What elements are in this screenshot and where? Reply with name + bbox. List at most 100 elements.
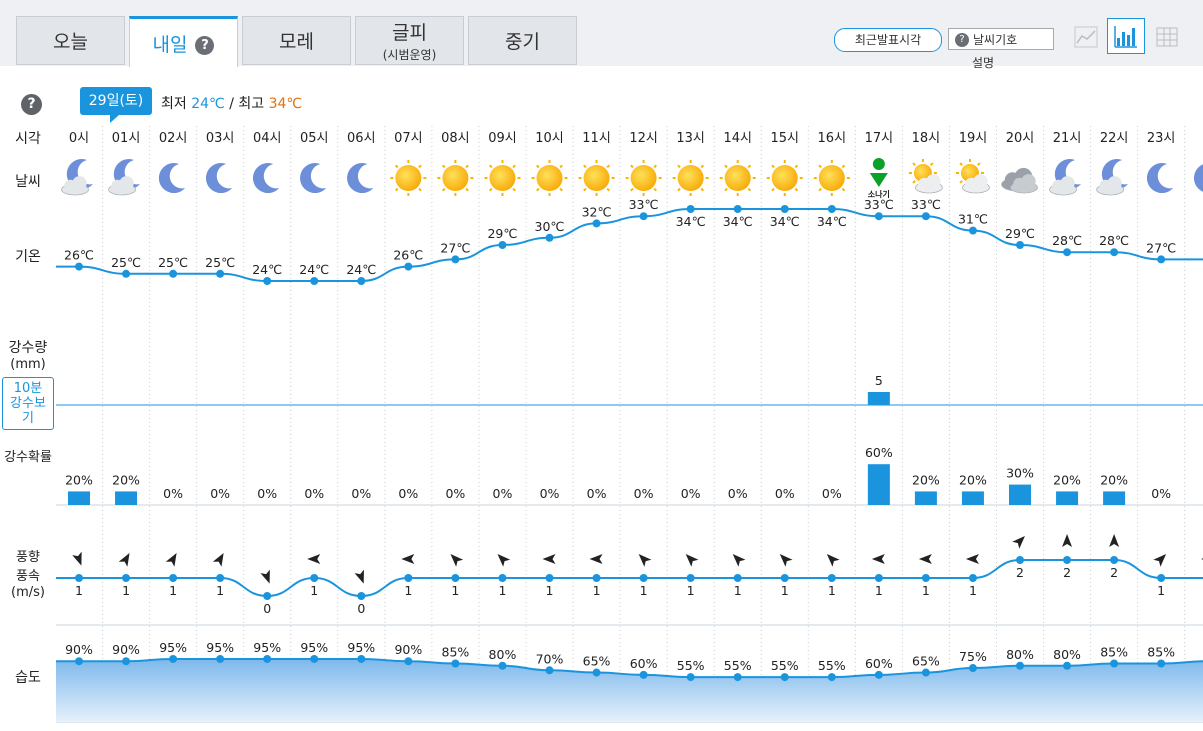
sun-disc [442, 165, 469, 191]
recent-release-button[interactable]: 최근발표시각 [834, 28, 942, 52]
temperature-label: 25℃ [205, 255, 235, 270]
humidity-point [451, 659, 460, 668]
tab-bar: 오늘 내일? 모레 글피 (시범운영) 중기 최근발표시각 ? 날씨기호 설명 [0, 0, 1203, 70]
sun-ray [394, 164, 399, 169]
wind-speed-label: 1 [451, 583, 459, 598]
hour-label: 03시 [206, 131, 235, 146]
wind-direction-arrow [542, 554, 556, 564]
wind-direction-arrow [497, 554, 511, 567]
table-view-icon[interactable] [1152, 22, 1182, 52]
weather-symbol-button[interactable]: ? 날씨기호 [948, 28, 1054, 50]
cloud-puff [973, 174, 988, 189]
wind-speed-label: 1 [1157, 583, 1165, 598]
hour-label: 11시 [582, 131, 611, 146]
tab-day-after[interactable]: 모레 [242, 16, 351, 65]
humidity-area [56, 658, 1203, 722]
tab-tomorrow[interactable]: 내일? [129, 16, 238, 67]
temperature-point [733, 205, 742, 213]
wind-point [451, 574, 460, 582]
ten-minute-rain-button[interactable]: 10분강수보기 [2, 377, 54, 430]
sun-disc [489, 165, 516, 191]
row-label-rain-prob: 강수확률 [4, 450, 52, 465]
tab-today[interactable]: 오늘 [16, 16, 125, 65]
wind-point [169, 574, 178, 582]
wind-speed-label: 0 [263, 601, 271, 616]
temperature-point [1016, 241, 1024, 249]
precip-prob-label: 0% [1151, 486, 1171, 501]
sun-ray [583, 187, 587, 192]
humidity-point [1157, 659, 1166, 668]
temperature-point [921, 212, 930, 221]
moon-shape [205, 163, 233, 194]
wind-point [498, 574, 507, 582]
sun-ray [606, 187, 610, 192]
sun-ray [771, 187, 775, 192]
help-icon[interactable]: ? [195, 35, 215, 55]
sun-ray [418, 187, 422, 192]
temperature-label: 29℃ [1005, 226, 1035, 241]
precip-prob-bar [867, 464, 890, 505]
precip-prob-label: 0% [634, 486, 654, 501]
wind-speed-label: 1 [404, 583, 412, 598]
humidity-point [827, 673, 836, 682]
humidity-label: 65% [912, 654, 940, 669]
max-value: 34℃ [268, 96, 303, 112]
tab-label: 중기 [505, 31, 540, 53]
wind-speed-label: 1 [734, 583, 742, 598]
wind-speed-label: 0 [357, 601, 365, 616]
precip-prob-label: 0% [493, 486, 513, 501]
wind-point [968, 574, 977, 582]
humidity-point [1063, 661, 1072, 670]
wind-direction-arrow [118, 552, 130, 567]
sun-ray [747, 164, 752, 169]
temperature-label: 26℃ [393, 248, 423, 263]
wind-direction-arrow [779, 554, 793, 567]
cloud-puff [1107, 176, 1122, 191]
help-icon[interactable]: ? [21, 94, 42, 115]
wind-point [592, 574, 601, 582]
cloud-puff [926, 174, 941, 189]
sun-ray [465, 187, 469, 192]
temperature-label: 32℃ [582, 204, 612, 219]
date-badge: 29일(토) [80, 87, 152, 123]
partly-cloudy-night-icon [108, 159, 141, 196]
precip-prob-label: 0% [822, 486, 842, 501]
sun-disc [583, 165, 610, 191]
tab-midterm[interactable]: 중기 [468, 16, 577, 65]
sun-ray [724, 187, 728, 192]
precip-prob-bar [961, 491, 984, 505]
humidity-label: 75% [959, 649, 987, 664]
hour-label: 0시 [69, 131, 89, 146]
moon-icon [205, 163, 233, 194]
sun-disc [818, 165, 845, 191]
temperature-label: 31℃ [958, 212, 988, 227]
temperature-point [498, 241, 507, 249]
description-label: 설명 [972, 56, 995, 70]
hour-label: 12시 [629, 131, 658, 146]
tab-3days[interactable]: 글피 (시범운영) [355, 16, 464, 65]
moon-shape [300, 163, 327, 194]
humidity-label: 95% [347, 640, 375, 655]
wind-speed-label: 2 [1110, 565, 1118, 580]
humidity-label: 70% [536, 651, 564, 666]
moon-shape [158, 163, 186, 194]
shower-triangle [869, 173, 888, 187]
temperature-point [1063, 248, 1072, 257]
hour-label: 16시 [818, 131, 847, 146]
wind-speed-label: 1 [781, 583, 789, 598]
wind-speed-label: 1 [498, 583, 506, 598]
precip-prob-label: 0% [304, 486, 324, 501]
wind-point [780, 574, 789, 582]
line-view-icon[interactable] [1071, 22, 1101, 52]
hour-label: 18시 [912, 131, 941, 146]
hour-label: 19시 [959, 131, 988, 146]
precip-prob-label: 0% [163, 486, 183, 501]
sun-disc [677, 165, 704, 191]
humidity-point [310, 654, 319, 663]
precip-prob-label: 0% [445, 486, 465, 501]
graph-view-icon[interactable] [1107, 18, 1145, 54]
temperature-label: 34℃ [723, 214, 753, 229]
temperature-label: 24℃ [346, 262, 376, 277]
temperature-point [1157, 255, 1166, 264]
sun-icon [719, 160, 756, 196]
